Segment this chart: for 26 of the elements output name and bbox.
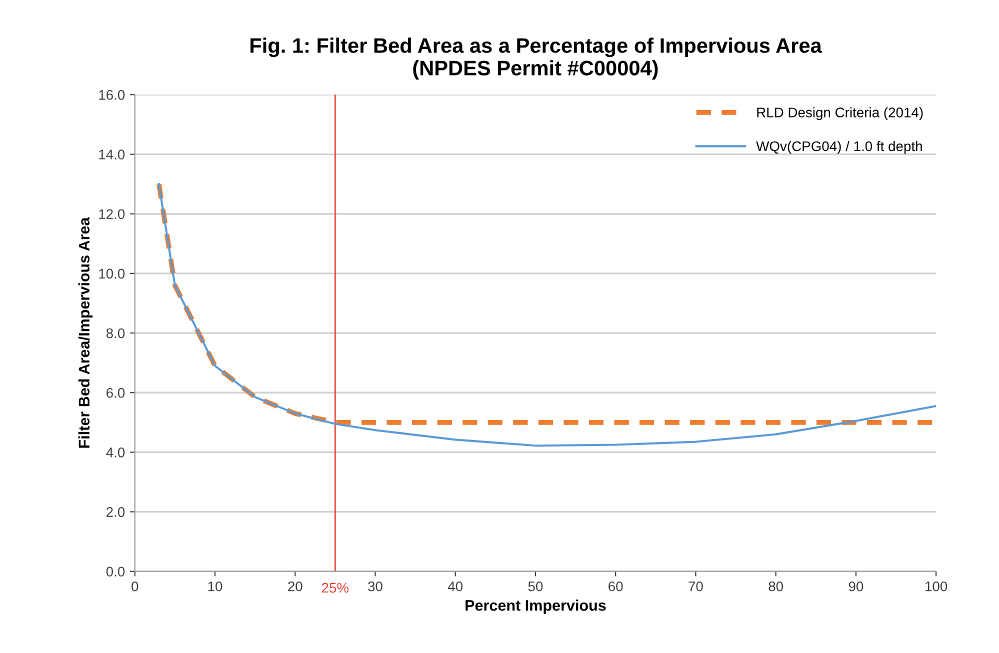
x-tick-label: 90: [848, 581, 864, 592]
y-tick-label: 2.0: [106, 507, 125, 517]
x-tick-label: 40: [448, 581, 463, 592]
y-tick-label: 10.0: [99, 268, 125, 279]
y-tick-label: 16.0: [99, 90, 125, 100]
ref-line-label: 25%: [322, 582, 349, 593]
x-tick-label: 20: [288, 581, 302, 592]
chart-title: Fig. 1: Filter Bed Area as a Percentage of Impervious Area (NPDES Permit #C00004): [250, 38, 822, 80]
y-tick-label: 8.0: [106, 328, 125, 338]
y-tick-label: 6.0: [106, 388, 125, 398]
legend-label: WQv(CPG04) / 1.0 ft depth: [756, 140, 922, 154]
x-tick-label: 30: [368, 581, 382, 592]
y-axis-title: Filter Bed Area/Impervious Area: [78, 217, 93, 448]
x-tick-label: 100: [926, 581, 948, 592]
y-tick-label: 14.0: [99, 150, 125, 160]
y-tick-label: 0.0: [106, 566, 125, 577]
y-tick-label: 12.0: [99, 209, 125, 220]
legend-label: RLD Design Criteria (2014): [757, 107, 923, 120]
x-axis-title: Percent Impervious: [466, 600, 606, 614]
x-tick-label: 80: [768, 581, 784, 592]
x-tick-label: 10: [208, 581, 222, 592]
y-tick-label: 4.0: [106, 448, 125, 458]
x-tick-label: 60: [608, 581, 623, 592]
x-tick-label: 0: [132, 581, 138, 592]
x-tick-label: 70: [688, 581, 703, 592]
x-tick-label: 50: [528, 581, 543, 592]
